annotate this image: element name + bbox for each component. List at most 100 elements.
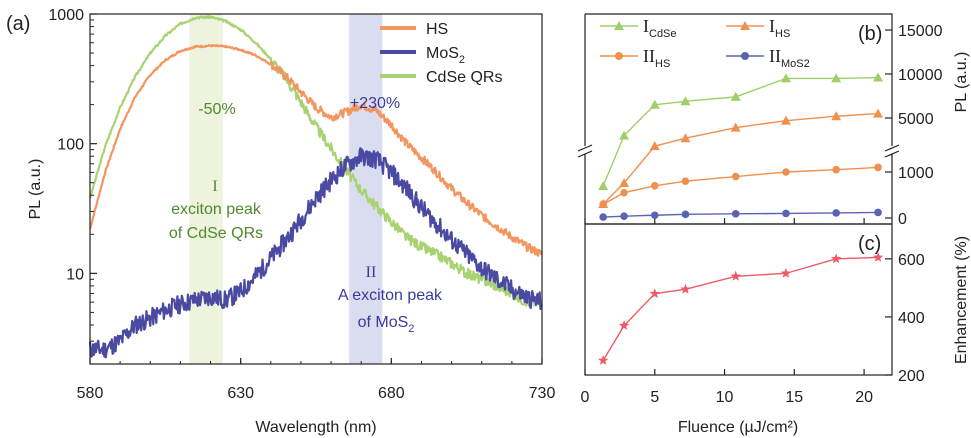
legend-label-i-cdse: ICdSe xyxy=(643,16,677,40)
point-enhancement xyxy=(680,283,691,294)
annotation-pct-cdse: -50% xyxy=(198,101,235,118)
point-i_cdse xyxy=(649,99,660,109)
x-axis-a: 580 630 680 730 xyxy=(77,358,556,402)
point-i_hs xyxy=(619,178,630,187)
legend-label-hs: HS xyxy=(426,21,448,38)
point-enhancement xyxy=(597,354,609,365)
x-tick-label-a: 730 xyxy=(529,385,556,402)
point-enhancement xyxy=(780,267,792,278)
x-tick-label-c: 15 xyxy=(785,389,803,406)
spectrum-hs xyxy=(88,43,543,257)
point-ii_hs xyxy=(681,177,690,185)
point-i_cdse xyxy=(730,91,741,101)
annotation-label-i-1: exciton peak xyxy=(171,201,262,218)
y-tick-label-a: 10 xyxy=(66,266,84,283)
x-tick-label-c: 20 xyxy=(855,389,873,406)
panel-label-a: (a) xyxy=(6,13,30,35)
point-i_cdse xyxy=(831,73,842,83)
axis-break-mark-left-2 xyxy=(577,150,593,158)
point-i_cdse xyxy=(619,130,630,140)
y-tick-label-a: 100 xyxy=(57,137,84,154)
y-axis-title-a: PL (a.u.) xyxy=(27,159,44,220)
y-tick-label-c: 200 xyxy=(898,368,925,385)
point-ii_mos2 xyxy=(832,209,840,217)
point-i_hs xyxy=(649,141,660,151)
legend-marker-i-hs xyxy=(740,21,750,30)
line-i_hs xyxy=(602,112,879,205)
point-ii_hs xyxy=(731,172,740,181)
annotation-label-i-2: of CdSe QRs xyxy=(169,225,263,242)
point-enhancement xyxy=(830,253,842,264)
annotation-roman-ii: II xyxy=(366,264,377,281)
point-i_cdse xyxy=(680,96,691,106)
line-ii_hs xyxy=(602,166,879,205)
point-ii_mos2 xyxy=(620,212,628,220)
point-i_cdse xyxy=(780,73,791,83)
point-i_hs xyxy=(831,111,842,121)
y-tick-label-b: 0 xyxy=(898,211,907,228)
legend-label-i-hs: IHS xyxy=(769,16,790,40)
axis-break-gap xyxy=(580,146,898,154)
legend-marker-ii-hs xyxy=(615,52,623,60)
point-i_hs xyxy=(730,122,741,132)
x-tick-label-c: 5 xyxy=(650,389,659,406)
legend-b: ICdSe IHS IIHS IIMoS2 xyxy=(600,16,810,70)
legend-marker-ii-mos2 xyxy=(741,52,749,60)
x-ticks-b xyxy=(584,218,865,224)
line-i_cdse xyxy=(602,76,879,187)
legend-marker-i-cdse xyxy=(614,21,624,30)
legend-label-ii-mos2: IIMoS2 xyxy=(769,46,810,70)
y-tick-label-b: 15000 xyxy=(898,23,943,40)
legend-a: HS MoS2 CdSe QRs xyxy=(380,21,502,86)
legend-label-mos2: MoS2 xyxy=(426,45,465,66)
spectrum-mos2 xyxy=(88,147,543,359)
enhancement-series xyxy=(597,251,884,365)
line-enhancement xyxy=(602,256,879,361)
point-ii_hs xyxy=(874,163,882,172)
x-tick-label-a: 680 xyxy=(378,385,405,402)
point-i_hs xyxy=(680,133,691,143)
y-axis-a: 10 100 1000 xyxy=(48,7,97,365)
x-axis-title-c: Fluence (µJ/cm²) xyxy=(678,419,798,436)
band-exciton-cdse xyxy=(189,14,223,364)
point-ii_hs xyxy=(620,188,628,197)
panel-label-c: (c) xyxy=(858,233,881,255)
annotation-label-ii-2: of MoS2 xyxy=(358,314,415,335)
annotation-pct-mos2: +230% xyxy=(350,95,400,112)
y-tick-label-b: 10000 xyxy=(898,67,943,84)
y-tick-label-c: 600 xyxy=(898,252,925,269)
point-ii_mos2 xyxy=(681,210,690,219)
point-ii_hs xyxy=(832,165,840,174)
axis-break-mark-right-2 xyxy=(884,150,900,158)
spectra-lines xyxy=(88,14,543,359)
point-ii_mos2 xyxy=(599,213,607,221)
y-tick-label-a: 1000 xyxy=(48,7,84,24)
y-tick-label-b: 5000 xyxy=(898,111,934,128)
point-i_cdse xyxy=(598,181,609,190)
fluence-series xyxy=(598,72,884,221)
plot-frame-a xyxy=(89,13,543,365)
panel-a: 580 630 680 730 10 100 1000 (a) Wavelength (n… xyxy=(6,7,555,436)
point-enhancement xyxy=(649,288,660,299)
x-tick-label-a: 630 xyxy=(227,385,254,402)
y-tick-label-b: 1000 xyxy=(898,165,934,182)
x-axis-title-a: Wavelength (nm) xyxy=(255,419,376,436)
annotation-roman-i: I xyxy=(212,178,217,195)
x-tick-label-a: 580 xyxy=(77,385,104,402)
point-enhancement xyxy=(872,251,884,262)
y-axis-c: 200 400 600 xyxy=(885,252,925,385)
spectrum-cdse xyxy=(88,14,543,307)
point-ii_hs xyxy=(650,182,659,190)
x-tick-label-c: 0 xyxy=(581,389,590,406)
y-axis-title-c: Enhancement (%) xyxy=(953,236,970,364)
point-i_cdse xyxy=(873,72,884,82)
legend-label-cdse: CdSe QRs xyxy=(426,69,502,86)
x-axis-c: 0 5 10 15 20 xyxy=(581,369,873,406)
point-enhancement xyxy=(618,320,630,331)
point-ii_mos2 xyxy=(874,208,882,217)
panel-b: 0 1000 5000 10000 15000 (b) PL (a.u.) ICdSe … xyxy=(577,13,970,228)
point-ii_hs xyxy=(782,168,790,176)
axis-break-mark-left-1 xyxy=(577,144,593,152)
